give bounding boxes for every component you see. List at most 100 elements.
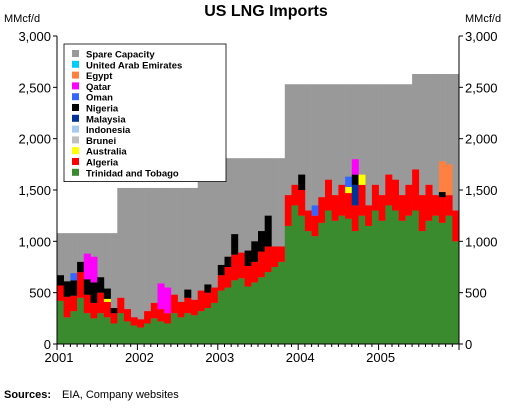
bar-trinidad-and-tobago-2005-05 bbox=[405, 215, 413, 344]
bar-trinidad-and-tobago-2001-05 bbox=[83, 313, 91, 344]
y-tick-label-right: 0 bbox=[465, 337, 472, 352]
axes-layer: 0 0 500 500 1,000 1,000 1,500 1,500 2,000 2,000 2,… bbox=[18, 29, 497, 365]
sources-text: EIA, Company websites bbox=[62, 389, 179, 401]
bar-trinidad-and-tobago-2001-04 bbox=[77, 297, 85, 344]
bar-oman-2001-03 bbox=[70, 273, 78, 281]
bar-trinidad-and-tobago-2002-04 bbox=[157, 321, 165, 344]
bar-algeria-2005-05 bbox=[405, 184, 413, 216]
bar-algeria-2002-05 bbox=[164, 313, 172, 324]
bar-trinidad-and-tobago-2005-08 bbox=[425, 220, 433, 344]
y-tick-label-left: 3,000 bbox=[18, 29, 51, 44]
bar-nigeria-2003-03 bbox=[231, 234, 239, 255]
bar-trinidad-and-tobago-2002-08 bbox=[184, 313, 192, 344]
bar-trinidad-and-tobago-2005-12 bbox=[452, 241, 460, 344]
capacity-bar-2003-04 bbox=[237, 158, 245, 344]
bar-nigeria-2004-01 bbox=[298, 174, 306, 190]
bar-trinidad-and-tobago-2001-10 bbox=[117, 313, 125, 344]
legend-box bbox=[63, 43, 227, 183]
bar-algeria-2005-12 bbox=[452, 210, 460, 242]
bar-algeria-2003-07 bbox=[258, 251, 265, 278]
legend-swatch-nigeria bbox=[72, 104, 79, 111]
bar-nigeria-2001-09 bbox=[110, 308, 118, 314]
legend-label-egypt: Egypt bbox=[86, 71, 113, 82]
bar-trinidad-and-tobago-2004-02 bbox=[304, 231, 312, 344]
legend-label-qatar: Qatar bbox=[86, 82, 111, 93]
bar-trinidad-and-tobago-2004-11 bbox=[365, 225, 373, 344]
bars-layer bbox=[57, 159, 460, 344]
capacity-bar-2003-01 bbox=[217, 158, 225, 344]
capacity-bar-2001-11 bbox=[124, 187, 131, 344]
y-tick-label-left: 1,500 bbox=[18, 183, 51, 198]
bar-qatar-2002-04 bbox=[157, 283, 165, 310]
bar-algeria-2003-11 bbox=[284, 195, 292, 226]
bar-nigeria-2003-06 bbox=[251, 241, 259, 262]
bar-nigeria-2003-01 bbox=[217, 264, 225, 276]
y-tick-label-left: 500 bbox=[29, 286, 51, 301]
bar-trinidad-and-tobago-2001-06 bbox=[90, 318, 98, 344]
bar-trinidad-and-tobago-2003-10 bbox=[278, 261, 286, 344]
bar-trinidad-and-tobago-2001-02 bbox=[63, 317, 71, 344]
bar-trinidad-and-tobago-2001-03 bbox=[70, 311, 78, 344]
bar-nigeria-2003-08 bbox=[264, 215, 272, 247]
capacity-bar-2001-10 bbox=[117, 187, 125, 344]
bar-trinidad-and-tobago-2001-07 bbox=[97, 313, 105, 344]
bar-australia-2004-10 bbox=[358, 174, 366, 185]
capacity-bar-2002-06 bbox=[170, 187, 178, 344]
bar-qatar-2004-09 bbox=[351, 159, 359, 175]
bar-algeria-2004-09 bbox=[351, 205, 359, 232]
y-tick-label-right: 1,500 bbox=[465, 183, 498, 198]
bar-trinidad-and-tobago-2005-03 bbox=[392, 210, 399, 344]
capacity-bar-2003-02 bbox=[224, 158, 232, 344]
bar-algeria-2003-01 bbox=[217, 275, 225, 291]
bar-trinidad-and-tobago-2002-07 bbox=[177, 317, 185, 344]
y-axis-label-right: MMcf/d bbox=[465, 13, 501, 25]
bar-algeria-2001-08 bbox=[103, 301, 111, 318]
legend-swatch-qatar bbox=[72, 82, 79, 90]
legend-label-algeria: Algeria bbox=[86, 158, 119, 169]
y-tick-label-left: 0 bbox=[44, 337, 51, 352]
legend-swatch-algeria bbox=[72, 158, 79, 165]
legend-label-united-arab-emirates: United Arab Emirates bbox=[86, 60, 182, 71]
bar-algeria-2004-05 bbox=[325, 179, 332, 211]
bar-nigeria-2001-08 bbox=[103, 288, 111, 299]
bar-algeria-2002-07 bbox=[177, 301, 185, 318]
bar-oman-2004-03 bbox=[311, 205, 319, 216]
bar-qatar-2001-05 bbox=[83, 253, 91, 280]
bar-trinidad-and-tobago-2004-07 bbox=[338, 215, 346, 344]
bar-australia-2001-08 bbox=[103, 298, 111, 302]
bar-algeria-2001-11 bbox=[124, 309, 131, 322]
bar-algeria-2003-12 bbox=[291, 184, 299, 206]
bar-algeria-2001-06 bbox=[90, 302, 98, 319]
legend-label-australia: Australia bbox=[86, 147, 127, 158]
bar-nigeria-2001-05 bbox=[83, 279, 91, 295]
bar-algeria-2005-03 bbox=[392, 179, 399, 211]
bar-algeria-2004-01 bbox=[298, 190, 306, 216]
bar-trinidad-and-tobago-2003-11 bbox=[284, 225, 292, 344]
legend-swatch-brunei bbox=[72, 136, 79, 144]
bar-nigeria-2003-02 bbox=[224, 256, 232, 267]
bar-trinidad-and-tobago-2001-09 bbox=[110, 323, 118, 344]
legend-swatch-spare-capacity bbox=[72, 50, 79, 57]
bar-trinidad-and-tobago-2005-06 bbox=[412, 210, 420, 344]
bar-algeria-2003-06 bbox=[251, 261, 259, 283]
bar-algeria-2004-08 bbox=[345, 193, 353, 219]
bar-trinidad-and-tobago-2003-03 bbox=[231, 280, 239, 344]
bar-trinidad-and-tobago-2005-01 bbox=[378, 220, 386, 344]
bar-trinidad-and-tobago-2004-03 bbox=[311, 236, 319, 344]
x-tick-label-2001: 2001 bbox=[45, 350, 74, 365]
bar-algeria-2003-05 bbox=[244, 265, 252, 287]
legend-label-malaysia: Malaysia bbox=[86, 114, 126, 125]
bar-algeria-2003-09 bbox=[271, 246, 279, 267]
legend-label-nigeria: Nigeria bbox=[86, 104, 119, 115]
capacity-bar-2002-12 bbox=[211, 158, 219, 344]
bar-trinidad-and-tobago-2003-05 bbox=[244, 286, 252, 344]
y-tick-label-left: 2,500 bbox=[18, 80, 51, 95]
legend-swatch-united-arab-emirates bbox=[72, 60, 79, 68]
bar-trinidad-and-tobago-2002-01 bbox=[137, 327, 145, 344]
legend-label-spare-capacity: Spare Capacity bbox=[86, 50, 155, 61]
bar-australia-2004-08 bbox=[345, 186, 353, 194]
bar-trinidad-and-tobago-2002-12 bbox=[211, 302, 219, 344]
bar-algeria-2002-06 bbox=[170, 294, 178, 314]
